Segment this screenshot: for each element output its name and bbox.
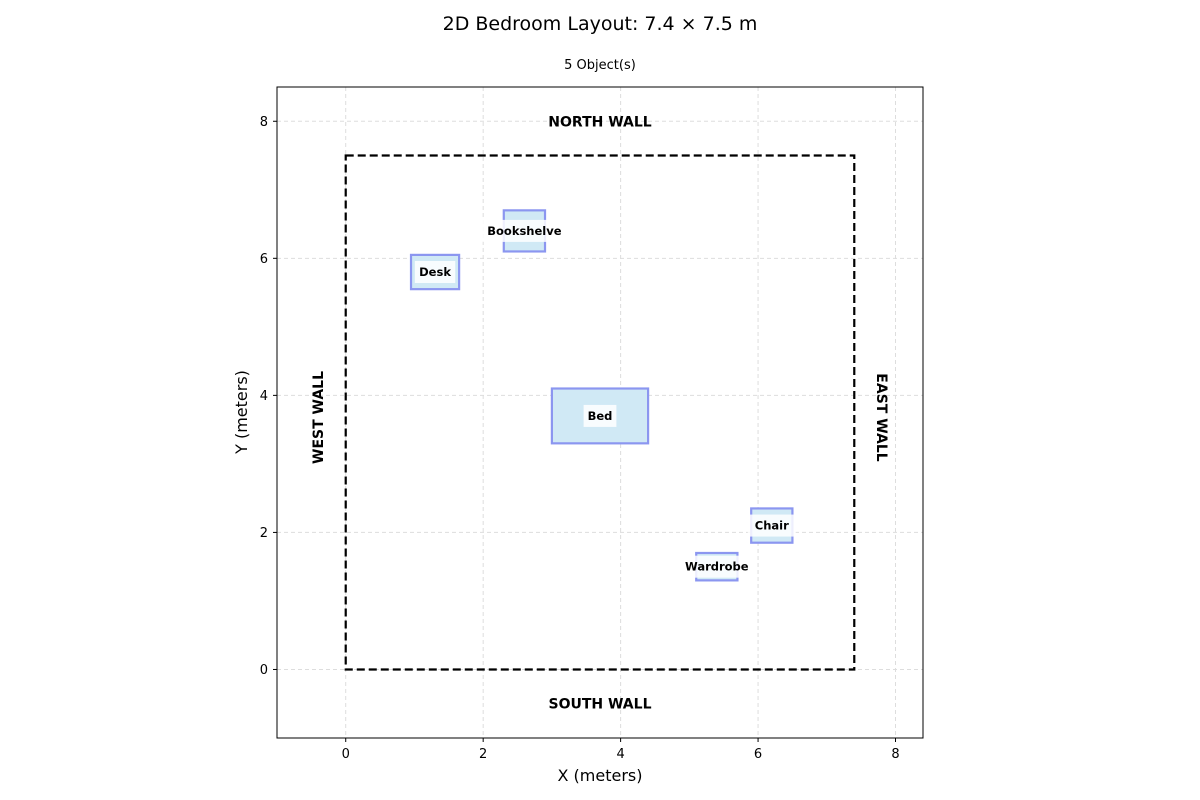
furniture-chair: Chair xyxy=(747,507,796,544)
north-wall-label: NORTH WALL xyxy=(548,114,651,130)
east-wall-label: EAST WALL xyxy=(873,373,889,461)
furniture-label: Wardrobe xyxy=(685,560,749,574)
x-tick-label: 4 xyxy=(616,747,624,762)
objects: Bookshelve Desk Bed Chair Wardrobe xyxy=(409,209,796,582)
furniture-label-bg xyxy=(481,219,568,242)
furniture-label: Chair xyxy=(755,519,789,533)
y-axis-label: Y (meters) xyxy=(232,370,251,455)
y-tick-label: 0 xyxy=(260,663,268,678)
axis-ticks: 0 2 4 6 8 0 2 4 6 8 xyxy=(260,115,900,762)
furniture-label: Bed xyxy=(588,409,613,423)
furniture-wardrobe: Wardrobe xyxy=(681,551,753,582)
south-wall-label: SOUTH WALL xyxy=(549,697,652,713)
furniture-label-bg xyxy=(414,261,456,284)
chart-subtitle: 5 Object(s) xyxy=(564,58,636,73)
furniture-label: Desk xyxy=(419,265,451,279)
furniture-label-bg xyxy=(681,555,753,578)
furniture-label-bg xyxy=(747,514,796,537)
room-boundary xyxy=(344,154,856,671)
furniture-label: Bookshelve xyxy=(487,224,561,238)
furniture-label-bg xyxy=(583,404,617,427)
plot-frame xyxy=(276,86,924,739)
x-tick-label: 2 xyxy=(479,747,487,762)
furniture-bookshelve: Bookshelve xyxy=(481,209,568,253)
wall-labels: NORTH WALL SOUTH WALL WEST WALL EAST WALL xyxy=(311,114,889,712)
chart-title: 2D Bedroom Layout: 7.4 × 7.5 m xyxy=(443,13,758,35)
x-tick-label: 6 xyxy=(754,747,762,762)
furniture-bed: Bed xyxy=(550,387,650,445)
x-axis-label: X (meters) xyxy=(558,766,643,785)
x-tick-label: 0 xyxy=(342,747,350,762)
y-tick-label: 2 xyxy=(260,526,268,541)
furniture-desk: Desk xyxy=(409,253,461,291)
y-tick-label: 6 xyxy=(260,252,268,267)
y-tick-label: 8 xyxy=(260,115,268,130)
west-wall-label: WEST WALL xyxy=(311,371,327,464)
room-outline xyxy=(344,154,856,671)
y-tick-label: 4 xyxy=(260,389,268,404)
x-tick-label: 8 xyxy=(891,747,899,762)
